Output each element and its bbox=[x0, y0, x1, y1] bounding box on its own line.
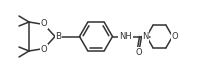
Text: O: O bbox=[41, 45, 47, 54]
Text: O: O bbox=[135, 48, 142, 57]
Text: O: O bbox=[171, 32, 178, 41]
Text: N: N bbox=[142, 32, 149, 41]
Text: NH: NH bbox=[119, 32, 132, 41]
Text: B: B bbox=[55, 32, 62, 41]
Text: O: O bbox=[41, 19, 47, 28]
